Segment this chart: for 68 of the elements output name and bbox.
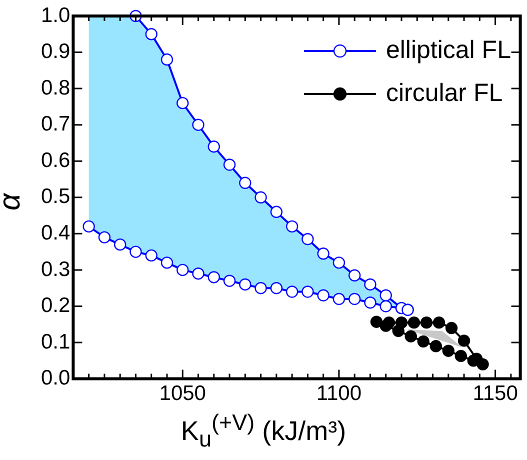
point <box>317 248 330 260</box>
point <box>254 191 267 204</box>
point <box>332 292 346 306</box>
point <box>417 335 430 348</box>
point <box>317 289 330 302</box>
point <box>380 300 392 312</box>
point <box>208 271 220 284</box>
legend-label: circular FL <box>386 79 503 108</box>
point <box>454 350 467 362</box>
point <box>430 340 442 352</box>
x-axis-title: K$_{u}$$^{(+V)}$ (kJ/m³) <box>180 410 348 452</box>
point <box>223 158 236 171</box>
y-tick-label: 0.1 <box>40 330 70 354</box>
y-tick-label: 0.8 <box>40 76 70 100</box>
point <box>239 176 252 189</box>
y-tick-label: 0.9 <box>40 40 70 64</box>
point <box>82 220 95 233</box>
point <box>442 344 454 357</box>
point <box>270 206 283 218</box>
point <box>114 238 126 251</box>
legend-label: elliptical FL <box>386 36 511 65</box>
point <box>286 286 298 298</box>
point <box>145 249 158 262</box>
point <box>160 53 174 66</box>
y-tick-label: 1.0 <box>40 4 70 27</box>
point <box>130 246 142 258</box>
point <box>432 316 446 329</box>
point <box>476 358 489 370</box>
y-tick-label: 0.2 <box>40 294 70 318</box>
point <box>332 256 346 269</box>
point <box>420 316 433 329</box>
point <box>348 269 361 282</box>
point <box>254 282 267 294</box>
y-tick-label: 0.3 <box>40 258 70 281</box>
y-tick-label: 0.7 <box>40 112 70 136</box>
y-axis-title: α <box>0 193 28 211</box>
y-tick-label: 0.6 <box>40 148 70 172</box>
x-tick-label: 1050 <box>159 382 206 406</box>
y-tick-label: 0.0 <box>40 366 70 390</box>
point <box>348 292 361 306</box>
point <box>302 286 314 298</box>
point <box>364 278 376 291</box>
point <box>286 220 298 233</box>
point <box>98 231 111 244</box>
point <box>270 282 283 294</box>
point <box>380 289 392 302</box>
point <box>382 316 396 329</box>
point <box>302 233 314 246</box>
point <box>370 316 383 328</box>
point <box>239 278 252 291</box>
point <box>408 316 420 329</box>
point <box>176 96 189 110</box>
point <box>445 322 458 334</box>
x-tick-label: 1150 <box>472 382 518 406</box>
point <box>192 118 204 131</box>
point <box>192 267 204 280</box>
point <box>145 28 158 40</box>
y-tick-label: 0.5 <box>40 185 70 208</box>
x-tick-label: 1100 <box>316 382 362 406</box>
point <box>223 274 236 287</box>
point <box>176 264 189 276</box>
y-tick-label: 0.4 <box>40 221 71 244</box>
point <box>364 296 376 309</box>
point <box>395 316 408 329</box>
point <box>404 330 417 342</box>
point <box>208 140 220 153</box>
point <box>458 334 470 347</box>
point <box>160 256 174 269</box>
